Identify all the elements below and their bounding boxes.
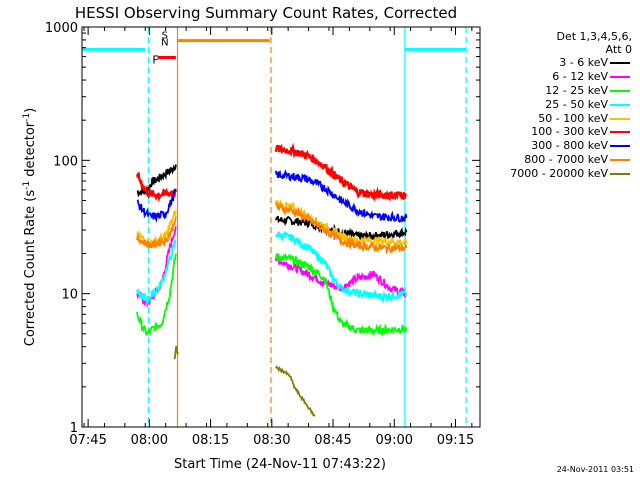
plot-frame xyxy=(81,26,481,428)
legend-swatch xyxy=(610,117,630,120)
legend-label: 3 - 6 keV xyxy=(559,56,608,69)
legend-entry: 3 - 6 keV xyxy=(484,56,632,70)
y-tick-label: 100 xyxy=(53,154,78,169)
chart-title: HESSI Observing Summary Count Rates, Cor… xyxy=(75,4,457,22)
series-line xyxy=(275,202,408,255)
legend-label: 25 - 50 keV xyxy=(545,97,608,111)
series-line xyxy=(275,169,408,223)
x-tick-label: 07:45 xyxy=(69,433,106,448)
x-axis-label: Start Time (24-Nov-11 07:43:22) xyxy=(174,457,386,472)
legend-label: 7000 - 20000 keV xyxy=(510,167,608,181)
series-line xyxy=(135,172,178,203)
series-line xyxy=(275,252,408,298)
legend-label: 6 - 12 keV xyxy=(552,69,608,83)
x-tick-label: 08:00 xyxy=(131,433,168,448)
legend-entry: 50 - 100 keV xyxy=(484,112,632,126)
y-tick-label: 1 xyxy=(70,421,78,436)
legend-label: 300 - 800 keV xyxy=(531,139,608,153)
x-tick-label: 09:15 xyxy=(437,433,474,448)
series-line xyxy=(136,164,177,198)
x-tick-label: 08:45 xyxy=(314,433,351,448)
y-tick-label: 1000 xyxy=(45,21,78,36)
flag-letter-f: F xyxy=(152,54,158,67)
legend-title: Det 1,3,4,5,6, Att 0 xyxy=(556,30,632,56)
series-line xyxy=(136,188,177,223)
axes: 07:45 08:00 08:15 08:30 08:45 09:00 09:15 1 10 10… xyxy=(45,21,480,448)
legend-entry: 300 - 800 keV xyxy=(484,139,632,153)
series-line xyxy=(136,239,177,307)
flag-letter-n: N xyxy=(161,37,168,48)
legend-entry: 12 - 25 keV xyxy=(484,84,632,98)
y-tick-label: 10 xyxy=(61,288,78,303)
series-line xyxy=(275,230,408,304)
legend-entry: 6 - 12 keV xyxy=(484,70,632,84)
y-axis-label: Corrected Count Rate (s-1 detector-1) xyxy=(22,108,38,346)
x-tick-label: 08:30 xyxy=(253,433,290,448)
series-line xyxy=(136,253,177,337)
series-line xyxy=(173,345,179,360)
legend-swatch xyxy=(610,131,630,134)
legend-entry: 25 - 50 keV xyxy=(484,98,632,112)
legend-swatch xyxy=(610,75,630,78)
series-line xyxy=(275,252,408,337)
legend-swatch xyxy=(610,173,630,176)
legend-label: 12 - 25 keV xyxy=(545,83,608,97)
legend-label: 800 - 7000 keV xyxy=(524,153,608,167)
plot-area: F SN xyxy=(82,27,467,427)
x-tick-label: 09:00 xyxy=(376,433,413,448)
series-line xyxy=(275,365,316,417)
legend-entry: 7000 - 20000 keV xyxy=(484,167,632,181)
legend-swatch xyxy=(610,62,630,64)
legend-entry: 100 - 300 keV xyxy=(484,125,632,139)
legend-entry: 800 - 7000 keV xyxy=(484,153,632,167)
legend-swatch xyxy=(610,145,630,148)
legend-swatch xyxy=(610,159,630,162)
legend-label: 100 - 300 keV xyxy=(531,125,608,139)
x-tick-label: 08:15 xyxy=(192,433,229,448)
legend: 3 - 6 keV 6 - 12 keV 12 - 25 keV 25 - 50 ke… xyxy=(484,56,632,181)
legend-swatch xyxy=(610,103,630,106)
legend-label: 50 - 100 keV xyxy=(538,111,608,125)
flag-letter-s: S xyxy=(162,30,168,41)
series-line xyxy=(275,199,408,249)
series-line xyxy=(136,216,177,249)
legend-swatch xyxy=(610,89,630,92)
series-line xyxy=(274,142,407,202)
timestamp: 24-Nov-2011 03:51 xyxy=(556,465,634,474)
